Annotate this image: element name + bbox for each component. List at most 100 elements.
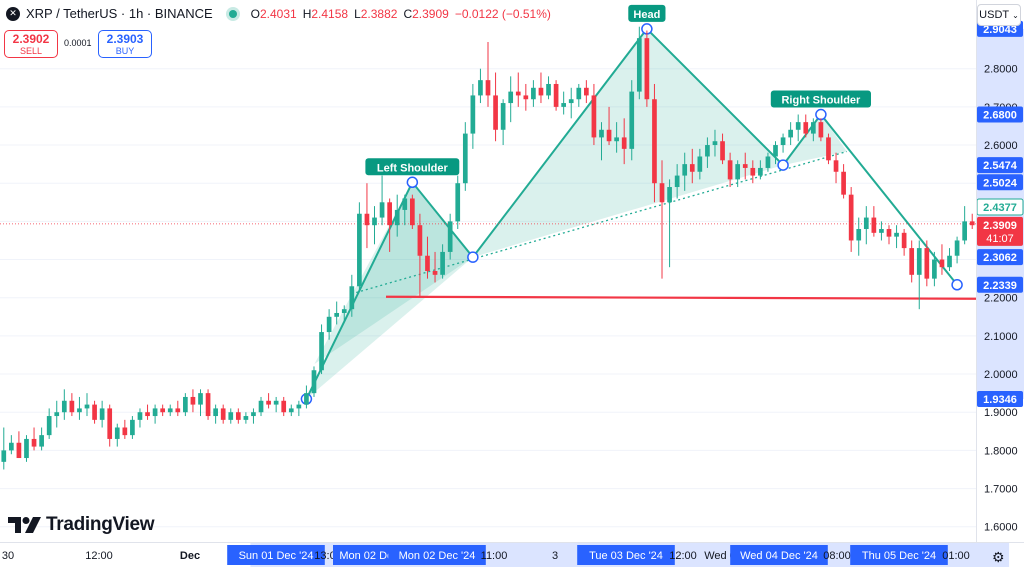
candle-body [39,435,44,447]
time-tick-label: 11:00 [481,550,508,562]
candle-body [198,393,203,405]
pattern-point-handle[interactable] [815,108,827,121]
candle-body [765,156,771,168]
candle-body [523,95,529,100]
annotation-box [365,158,460,176]
candle-body [916,248,922,275]
candle-body [568,99,574,104]
price-label: 2.3062 [983,252,1017,264]
candles [1,26,975,470]
ohlc-values: O2.4031 H2.4158 L2.3882 C2.3909 −0.0122 (−0.… [251,7,557,21]
candle-body [863,217,869,230]
tradingview-wordmark: TradingView [46,514,155,535]
candle-body [175,408,181,413]
price-label: 1.9346 [983,394,1017,406]
annotation-box [628,4,666,22]
bar-countdown: 41:07 [986,233,1014,245]
ohlc-key: O [250,6,260,21]
price-label: 2.5024 [983,177,1018,189]
pattern-drawing[interactable] [0,23,977,405]
candle-body [742,164,748,168]
candle-body [621,137,627,149]
candle-body [841,171,846,195]
candle-body [251,412,256,417]
ohlc-value: 2.3909 [412,6,449,21]
price-label-box [977,391,1023,408]
time-tick-label: Sun 01 Dec '24 [239,550,314,562]
sell-price: 2.3902 [12,32,50,46]
candle-body [455,183,461,222]
candle-body [546,83,551,96]
candle-body [99,408,105,420]
candle-body [417,225,423,256]
candle-body [705,145,710,157]
buy-button[interactable]: 2.3903 BUY [98,30,152,58]
price-label-box [977,157,1023,174]
time-label-box [730,545,828,565]
candle-body [258,400,264,413]
candle-body [31,438,37,447]
candle-body [803,122,809,134]
ohlc-value: 2.4031 [259,6,297,21]
candle-body [697,156,703,172]
candle-body [810,122,816,134]
time-tick-label: 12:00 [85,550,113,562]
candle-body [167,408,173,413]
price-axis[interactable]: 2.80002.70002.60002.50002.40002.30002.20… [976,0,1024,542]
candle-body [152,408,158,417]
price-tick-label: 2.6000 [984,140,1018,152]
candle-body [281,400,287,413]
annotation-label: Right Shoulder [781,95,861,107]
candle-body [114,427,120,439]
tradingview-mark-icon [8,517,41,533]
pattern-point-handle[interactable] [777,159,789,171]
price-tick-label: 2.8000 [984,64,1018,76]
candle-body [122,427,128,436]
candle-body [924,248,930,279]
candle-body [493,95,498,130]
ohlc-value: 2.3882 [360,6,398,21]
neckline[interactable] [385,295,977,300]
candle-body [462,133,468,184]
candle-body [288,408,294,413]
gear-icon[interactable]: ⚙ [992,549,1005,565]
candle-body [629,91,635,149]
time-label-box [850,545,948,565]
price-tick-label: 2.0000 [984,369,1018,381]
candle-body [500,103,506,130]
pattern-point-handle[interactable] [951,279,963,291]
last-price-box [977,216,1023,246]
candle-body [243,416,249,420]
candle-body [515,91,521,96]
candle-body [788,129,793,138]
left-shoulder-fill [306,182,473,400]
candle-body [379,202,385,218]
pattern-labels: Left Shoulder Head Right Shoulder [365,4,871,176]
candle-body [54,412,60,417]
candle-body [894,232,899,237]
price-label: 2.5474 [983,160,1018,172]
candle-body [727,160,733,180]
candle-body [341,309,347,313]
time-tick-label: 13:0 [314,550,335,562]
candle-body [235,412,241,420]
candle-body [183,396,188,413]
symbol-title[interactable]: XRP / TetherUS · 1h · BINANCE [26,6,213,21]
tradingview-logo[interactable]: TradingView [8,514,155,536]
candle-body [962,221,967,241]
ohlc-value: −0.0122 (−0.51%) [454,6,551,21]
ohlc-key: C [403,6,413,21]
price-label: 2.9043 [983,24,1017,36]
candle-body [440,251,445,275]
pattern-point-handle[interactable] [406,176,419,189]
pattern-point-handle[interactable] [467,251,479,263]
annotation-label: Left Shoulder [377,162,449,174]
time-tick-label: Mon 02 Dec '24 [399,550,476,562]
candle-body [826,137,831,161]
sell-button[interactable]: 2.3902 SELL [4,30,58,58]
currency-selector[interactable]: USDT ⌄ [977,4,1021,26]
candle-body [213,408,218,417]
